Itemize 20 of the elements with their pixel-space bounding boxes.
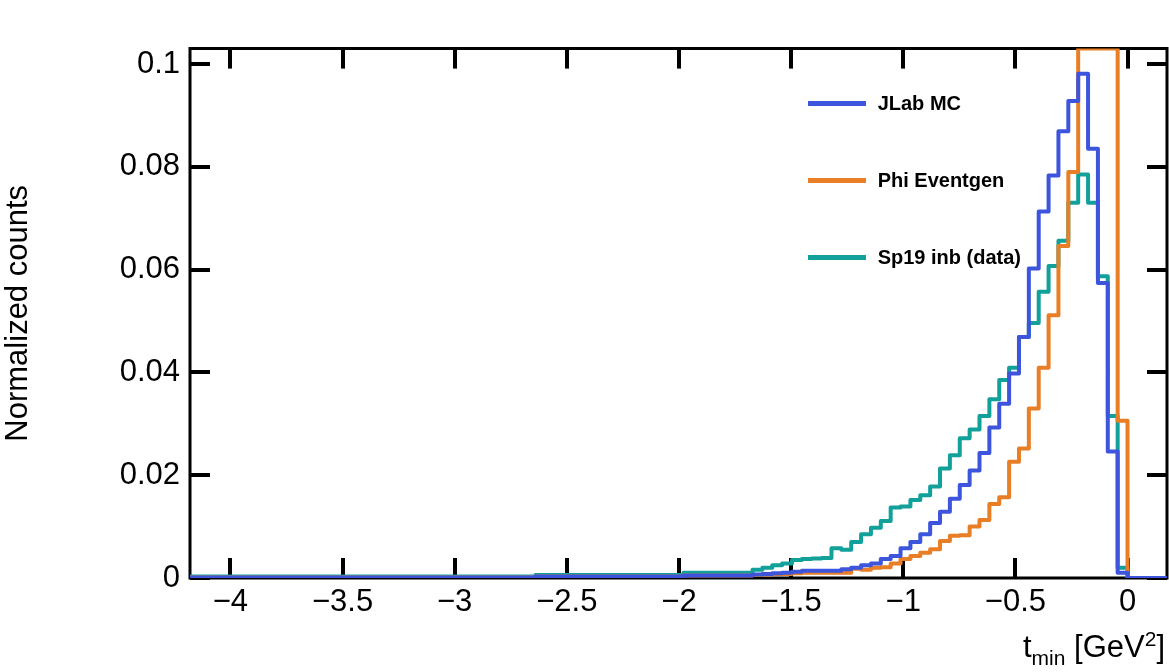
x-tick-label: −1	[885, 583, 921, 619]
y-tick-label: 0.02	[119, 455, 180, 491]
x-tick-label: −4	[212, 583, 249, 619]
y-tick-label: 0.1	[136, 44, 180, 80]
x-tick-label: −1.5	[760, 583, 822, 619]
x-tick-label: −0.5	[984, 583, 1046, 619]
x-tick-label: −2.5	[536, 583, 598, 619]
legend-label: Phi Eventgen	[877, 168, 1005, 192]
legend-label: Sp19 inb (data)	[877, 245, 1021, 269]
x-tick-label: −2	[661, 583, 697, 619]
x-tick-label: 0	[1118, 583, 1137, 619]
y-tick-label: 0.06	[119, 250, 180, 286]
x-axis-title: t$_{min}$ [GeV$^{2}$]	[1022, 627, 1165, 670]
y-tick-label: 0.04	[119, 352, 180, 388]
y-axis-title: Normalized counts	[0, 184, 35, 442]
legend-label: JLab MC	[877, 91, 961, 115]
y-tick-label: 0.08	[119, 147, 180, 183]
y-tick-label: 0	[162, 558, 180, 594]
x-tick-label: −3.5	[311, 583, 374, 619]
x-tick-label: −3	[436, 583, 473, 619]
